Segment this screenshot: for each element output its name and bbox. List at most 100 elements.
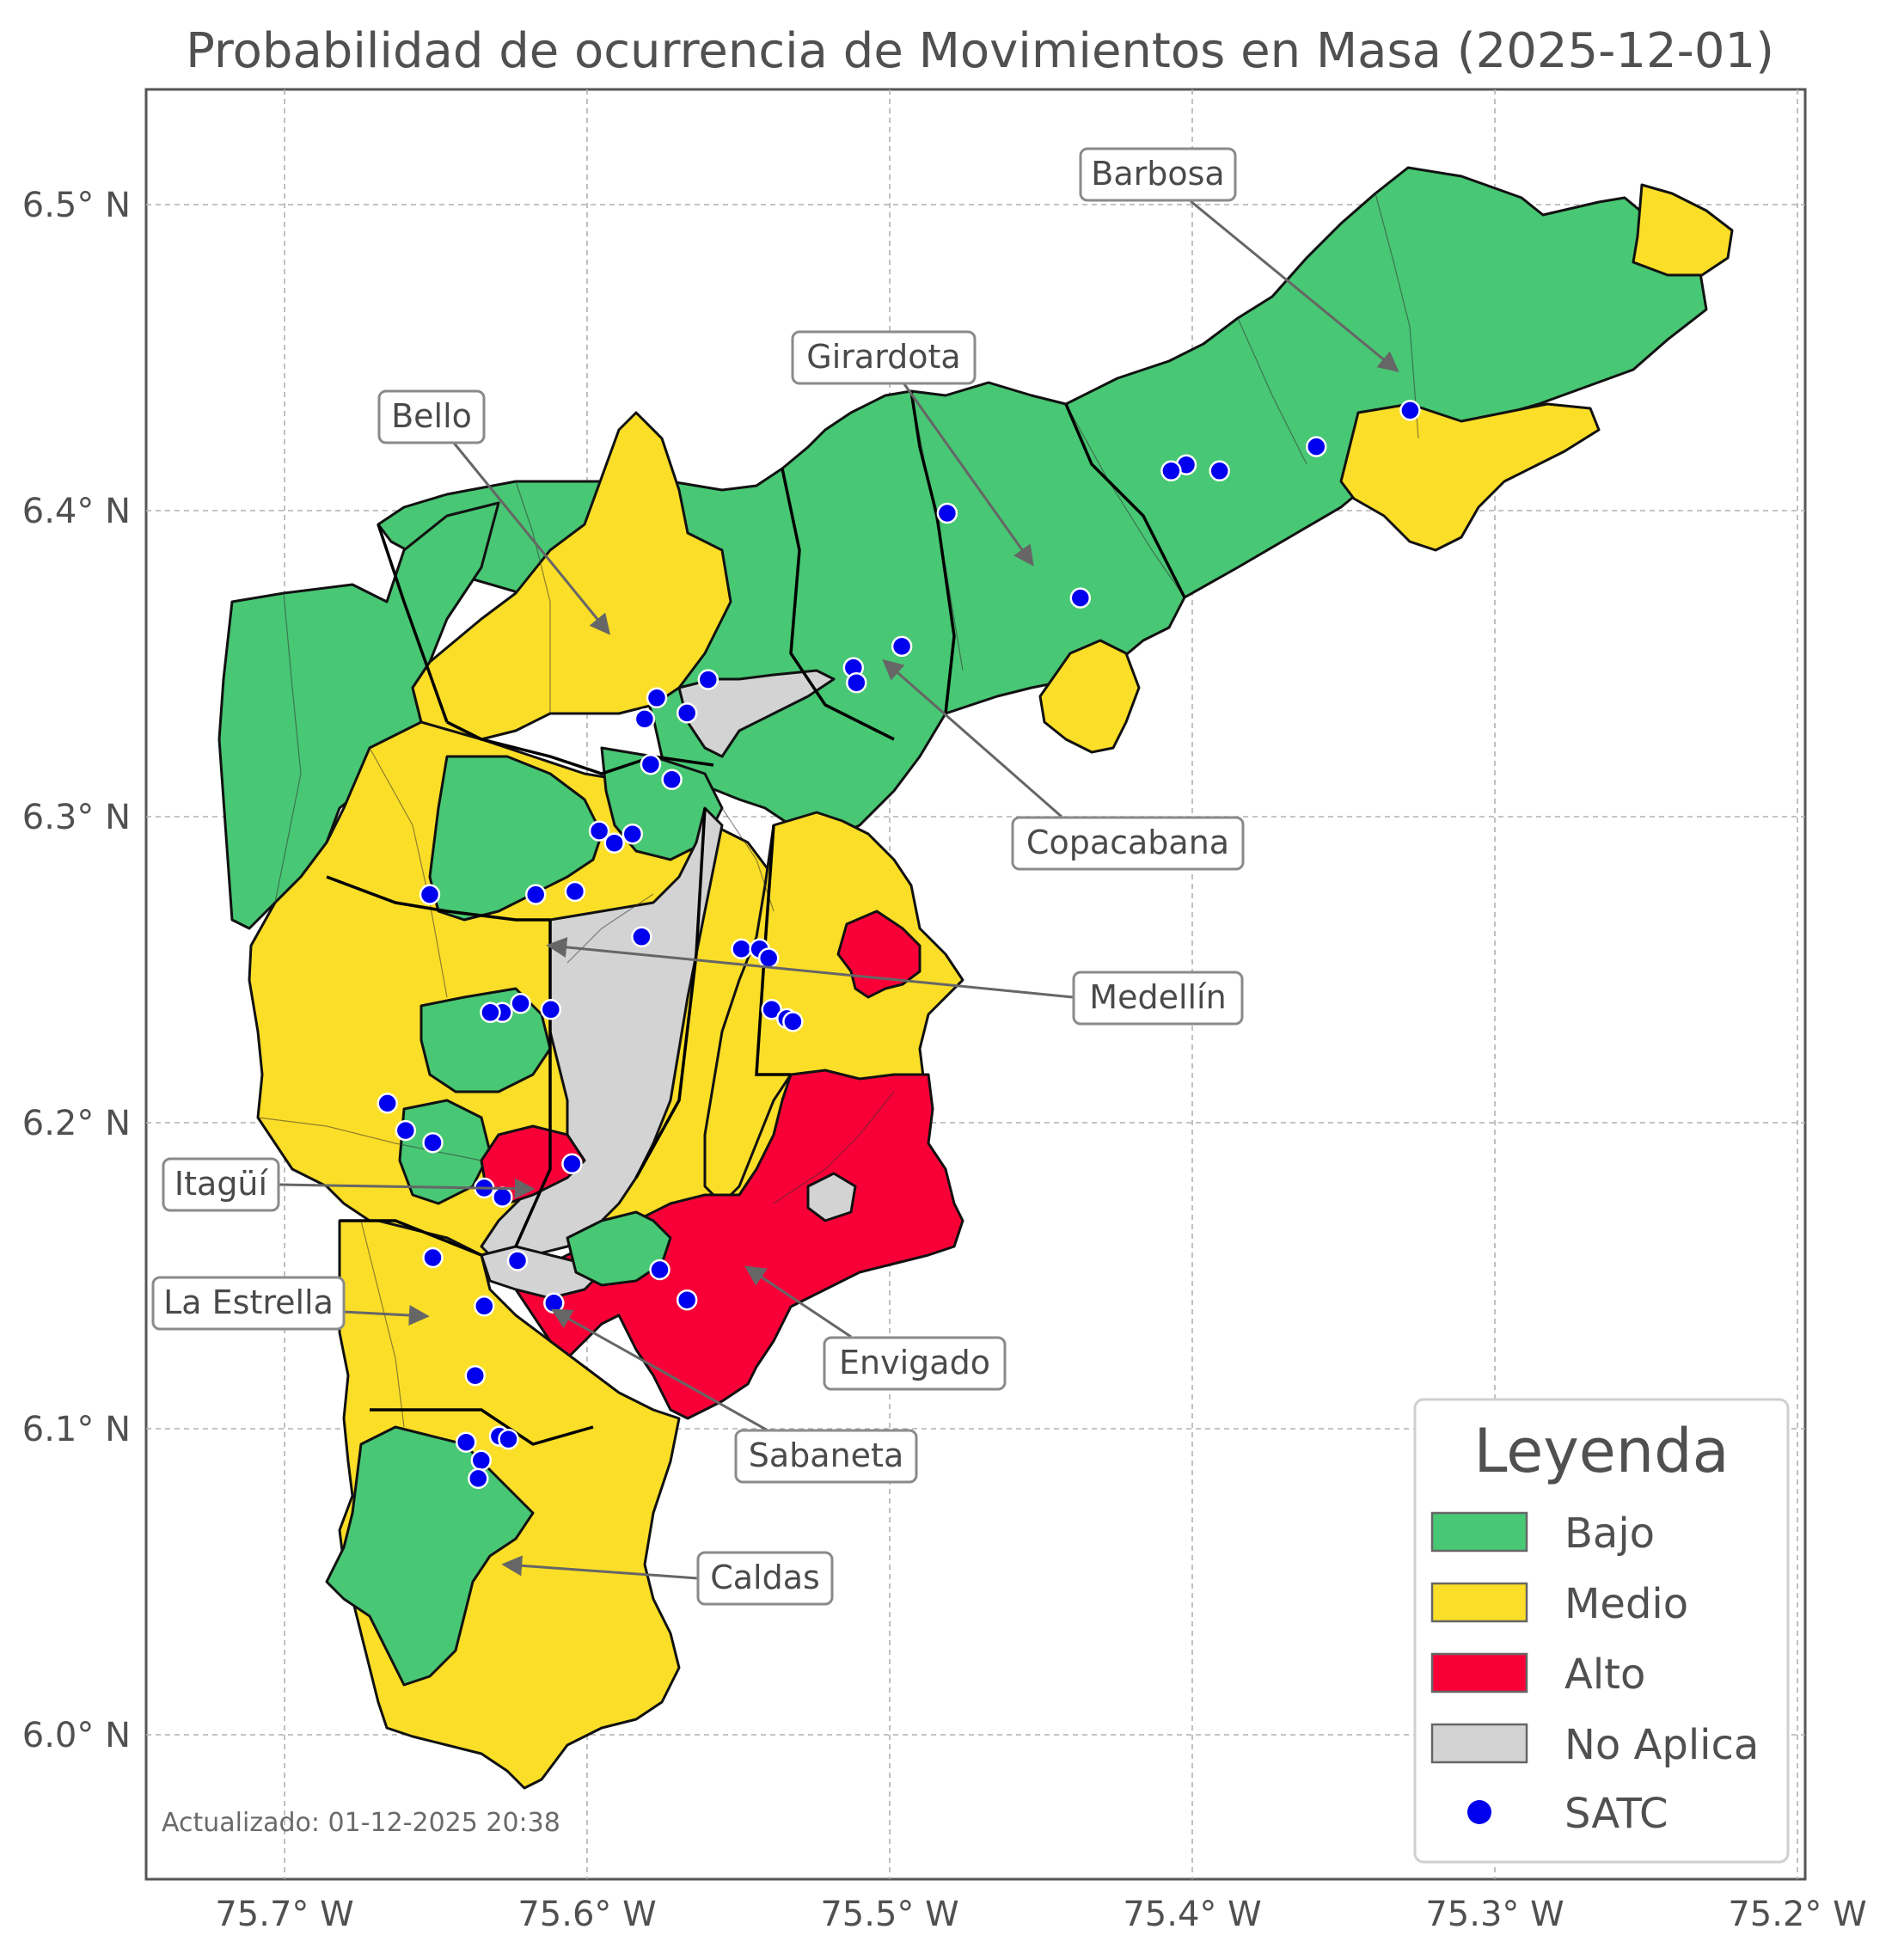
y-tick-label: 6.3° N <box>22 798 131 837</box>
satc-station-marker <box>936 502 958 524</box>
callout-itagui: Itagüí <box>162 1157 536 1212</box>
svg-text:Alto: Alto <box>1564 1651 1645 1699</box>
region-girardota-medio <box>1038 639 1141 754</box>
x-tick-label: 75.4° W <box>1123 1895 1261 1934</box>
callout-bello: Bello <box>377 389 611 635</box>
callout-sabaneta: Sabaneta <box>550 1308 918 1484</box>
x-tick-label: 75.2° W <box>1728 1895 1866 1934</box>
svg-text:Bello: Bello <box>391 397 472 435</box>
satc-station-marker <box>470 1449 493 1472</box>
x-axis-ticks: 75.7° W 75.6° W 75.5° W 75.4° W 75.3° W … <box>215 1895 1866 1934</box>
svg-text:Envigado: Envigado <box>839 1344 990 1381</box>
satc-station-marker <box>468 1467 489 1490</box>
svg-text:Medio: Medio <box>1564 1580 1688 1628</box>
satc-station-marker <box>1306 436 1327 457</box>
satc-station-marker <box>676 1289 698 1311</box>
satc-station-marker <box>1069 587 1092 609</box>
satc-station-marker <box>631 926 652 948</box>
svg-text:Sabaneta: Sabaneta <box>749 1436 903 1474</box>
map-title: Probabilidad de ocurrencia de Movimiento… <box>186 23 1774 79</box>
satc-station-marker <box>661 769 683 791</box>
satc-station-marker <box>640 753 662 775</box>
satc-station-marker <box>422 1131 444 1154</box>
region-south-bajo <box>566 1210 672 1287</box>
y-tick-label: 6.0° N <box>22 1716 131 1755</box>
satc-station-marker <box>455 1431 477 1453</box>
satc-station-marker <box>782 1011 804 1032</box>
satc-station-marker <box>757 947 780 969</box>
svg-text:Copacabana: Copacabana <box>1026 824 1229 861</box>
callouts: Barbosa Girardota Bello Copacabana Medel… <box>151 147 1399 1606</box>
svg-text:Caldas: Caldas <box>710 1559 820 1596</box>
svg-text:No Aplica: No Aplica <box>1564 1721 1759 1769</box>
svg-text:La Estrella: La Estrella <box>163 1283 334 1321</box>
region-central-west-bajo-3 <box>398 1099 492 1205</box>
satc-station-marker <box>564 880 586 903</box>
satc-station-marker <box>474 1295 495 1317</box>
callout-caldas: Caldas <box>501 1551 834 1606</box>
y-tick-label: 6.5° N <box>22 186 131 225</box>
region-barbosa-medio-s <box>1339 402 1601 552</box>
satc-station-marker <box>891 635 913 658</box>
satc-station-marker <box>419 884 441 905</box>
satc-station-marker <box>506 1250 529 1271</box>
satc-station-marker <box>649 1259 670 1281</box>
region-barbosa-medio-ne <box>1632 183 1734 277</box>
satc-station-marker <box>1399 400 1421 421</box>
y-tick-label: 6.4° N <box>22 492 131 531</box>
satc-station-marker <box>498 1428 519 1450</box>
legend-item-alto: Alto <box>1430 1651 1645 1699</box>
legend-item-medio: Medio <box>1430 1580 1688 1628</box>
region-bello-medio <box>411 411 732 741</box>
x-tick-label: 75.3° W <box>1425 1895 1564 1934</box>
callout-envigado: Envigado <box>744 1265 1007 1391</box>
satc-station-marker <box>540 999 562 1020</box>
satc-station-marker <box>480 1001 501 1024</box>
satc-station-marker <box>646 687 668 709</box>
satc-station-marker <box>621 823 644 845</box>
y-tick-label: 6.1° N <box>22 1410 131 1449</box>
x-tick-label: 75.5° W <box>820 1895 958 1934</box>
x-tick-label: 75.7° W <box>215 1895 353 1934</box>
satc-station-marker <box>524 884 547 905</box>
satc-station-marker <box>634 708 656 730</box>
y-tick-label: 6.2° N <box>22 1104 131 1143</box>
legend-item-satc: SATC <box>1467 1790 1669 1838</box>
satc-station-marker <box>1160 460 1182 482</box>
satc-station-marker <box>510 993 531 1014</box>
satc-station-marker <box>422 1246 444 1269</box>
satc-station-marker <box>395 1119 417 1142</box>
updated-stamp: Actualizado: 01-12-2025 20:38 <box>162 1808 560 1838</box>
callout-barbosa: Barbosa <box>1079 147 1399 373</box>
y-axis-ticks: 6.5° N 6.4° N 6.3° N 6.2° N 6.1° N 6.0° … <box>22 186 131 1755</box>
svg-text:SATC: SATC <box>1564 1790 1669 1838</box>
satc-station-marker <box>697 669 719 690</box>
satc-station-marker <box>603 832 625 854</box>
satc-station-marker <box>1209 460 1230 482</box>
region-medellin-north-no-aplica <box>677 669 836 758</box>
satc-station-marker <box>543 1292 565 1314</box>
satc-station-marker <box>561 1153 583 1175</box>
satc-station-marker <box>676 702 698 724</box>
satc-station-marker <box>761 999 782 1020</box>
svg-text:Medellín: Medellín <box>1089 978 1226 1016</box>
satc-station-marker <box>377 1093 398 1114</box>
region-central-west-bajo-2 <box>419 987 552 1093</box>
legend-title: Leyenda <box>1473 1416 1729 1486</box>
callout-medellin: Medellín <box>546 936 1244 1026</box>
region-envigado-no-aplica <box>806 1172 857 1222</box>
svg-text:Barbosa: Barbosa <box>1091 155 1224 193</box>
satc-station-marker <box>588 820 610 842</box>
callout-girardota: Girardota <box>791 330 1034 567</box>
satc-station-marker <box>464 1364 487 1387</box>
satc-station-marker <box>846 671 867 694</box>
legend-item-bajo: Bajo <box>1430 1510 1655 1558</box>
x-tick-label: 75.6° W <box>517 1895 656 1934</box>
satc-station-marker <box>492 1186 513 1208</box>
callout-copacabana: Copacabana <box>882 658 1245 871</box>
legend-item-no-aplica: No Aplica <box>1430 1721 1759 1769</box>
svg-text:Girardota: Girardota <box>806 338 960 376</box>
svg-text:Bajo: Bajo <box>1564 1510 1655 1558</box>
svg-text:Itagüí: Itagüí <box>175 1165 269 1203</box>
